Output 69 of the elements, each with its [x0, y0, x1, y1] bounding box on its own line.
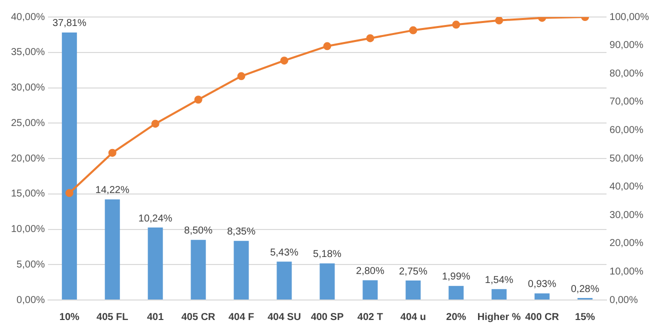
bar — [234, 240, 249, 300]
point — [452, 20, 460, 29]
y-tick-label: 40,00% — [10, 12, 46, 23]
bar — [276, 262, 292, 300]
bar — [406, 280, 421, 300]
y2-tick-label: 80,00% — [610, 68, 644, 80]
data-label: 37,81% — [52, 18, 86, 30]
point — [366, 34, 374, 42]
x-tick-label: 405 FL — [96, 312, 128, 323]
y2-tick-label: 30,00% — [610, 210, 644, 221]
y-tick-label: 30,00% — [10, 82, 46, 94]
bar — [320, 263, 335, 300]
data-label: 2,80% — [356, 266, 384, 277]
point — [65, 189, 74, 198]
y2-tick-label: 20,00% — [610, 238, 644, 250]
y2-tick-label: 50,00% — [610, 153, 644, 164]
data-label: 0,28% — [570, 284, 600, 295]
data-label: 8,35% — [227, 226, 256, 238]
bar — [148, 228, 163, 300]
point — [323, 42, 332, 50]
x-tick-label: Higher % — [477, 312, 521, 323]
data-label: 10,24% — [138, 213, 172, 224]
bar — [104, 199, 120, 300]
data-label: 0,93% — [528, 279, 556, 290]
bar — [492, 289, 507, 300]
bar — [448, 286, 464, 300]
x-tick-label: 404 F — [228, 312, 254, 323]
point — [280, 56, 288, 65]
data-label: 5,43% — [270, 247, 299, 258]
x-tick-label: 405 CR — [181, 312, 216, 323]
bar — [534, 293, 550, 300]
bar — [190, 240, 206, 300]
y-tick-label: 5,00% — [16, 259, 46, 270]
x-tick-label: 401 — [146, 312, 164, 323]
y-tick-label: 35,00% — [10, 47, 46, 58]
data-label: 8,50% — [184, 226, 213, 237]
y2-tick-label: 100,00% — [610, 12, 650, 23]
y2-tick-label: 40,00% — [610, 182, 644, 193]
x-tick-label: 10% — [59, 312, 80, 323]
point — [495, 17, 504, 24]
y-tick-label: 20,00% — [10, 153, 46, 164]
x-tick-label: 400 SP — [310, 312, 344, 323]
y2-tick-label: 90,00% — [610, 40, 644, 52]
point — [237, 72, 246, 80]
point — [194, 96, 202, 104]
y2-tick-label: 60,00% — [610, 124, 644, 136]
point — [409, 26, 418, 34]
x-tick-label: 404 SU — [268, 312, 301, 323]
data-label: 5,18% — [313, 249, 342, 260]
data-label: 2,75% — [398, 266, 428, 278]
y2-tick-label: 0,00% — [610, 294, 638, 306]
x-tick-label: 402 T — [357, 312, 383, 323]
point — [108, 148, 116, 157]
x-tick-label: 400 CR — [525, 312, 560, 323]
bar — [62, 32, 77, 300]
y2-tick-label: 70,00% — [610, 96, 644, 108]
data-label: 1,54% — [484, 274, 514, 286]
y-tick-label: 0,00% — [16, 294, 46, 306]
data-label: 1,99% — [442, 272, 470, 283]
point — [151, 120, 160, 128]
y-tick-label: 15,00% — [10, 188, 46, 200]
data-label: 14,22% — [95, 185, 130, 196]
y-tick-label: 25,00% — [10, 118, 46, 129]
x-tick-label: 404 u — [400, 312, 426, 323]
y-tick-label: 10,00% — [10, 224, 46, 235]
x-tick-label: 20% — [446, 312, 466, 323]
bar — [362, 280, 378, 300]
y2-tick-label: 10,00% — [610, 266, 644, 278]
x-tick-label: 15% — [575, 312, 596, 323]
